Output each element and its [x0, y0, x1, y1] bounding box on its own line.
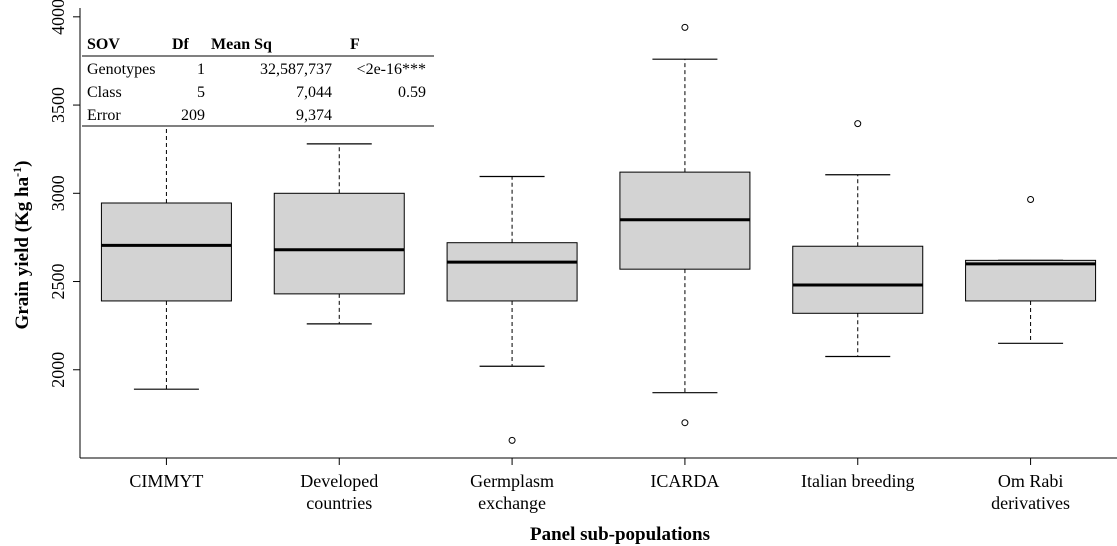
box-group — [965, 195, 1097, 344]
anova-cell: 0.59 — [398, 84, 426, 101]
y-tick-label: 3500 — [48, 87, 68, 123]
y-tick-label: 2000 — [48, 352, 68, 388]
anova-cell: 209 — [181, 107, 205, 124]
anova-header-cell: SOV — [87, 36, 120, 53]
x-tick-label: countries — [306, 493, 372, 513]
x-tick-label: derivatives — [991, 493, 1070, 513]
anova-cell: Genotypes — [87, 61, 155, 78]
box-group — [792, 120, 924, 358]
y-axis-title-main: Grain yield (Kg ha — [12, 176, 33, 329]
outlier-point — [1027, 195, 1035, 203]
anova-table: SOV Df Mean Sq F Genotypes 1 32,587,737 <2e-16*… — [82, 28, 434, 128]
box-group — [100, 122, 232, 390]
anova-table-background — [82, 28, 434, 128]
anova-cell: <2e-16*** — [357, 61, 426, 78]
box-iqr — [273, 192, 405, 295]
x-tick-label: ICARDA — [650, 471, 719, 491]
x-axis-title: Panel sub-populations — [530, 524, 710, 545]
outlier-point — [854, 120, 862, 128]
box-group — [273, 143, 405, 325]
outlier-point — [681, 419, 689, 427]
x-tick-label: Germplasm — [470, 471, 554, 491]
x-tick-label: CIMMYT — [129, 471, 203, 491]
y-tick-label: 3000 — [48, 175, 68, 211]
anova-cell: Error — [87, 107, 121, 124]
y-tick-label: 2500 — [48, 264, 68, 300]
anova-header-cell: F — [350, 36, 360, 53]
box-iqr — [965, 259, 1097, 302]
outlier-point — [681, 23, 689, 31]
anova-cell: 1 — [197, 61, 205, 78]
box-iqr — [792, 245, 924, 314]
plot-area — [100, 23, 1097, 444]
anova-cell: 7,044 — [296, 84, 332, 101]
x-tick-label: exchange — [478, 493, 546, 513]
box-iqr — [446, 242, 578, 302]
outlier-point — [508, 436, 516, 444]
anova-header-cell: Df — [172, 36, 190, 53]
y-tick-label: 4000 — [48, 0, 68, 35]
y-axis-title-superscript: -1 — [10, 167, 24, 177]
anova-cell: 9,374 — [296, 107, 332, 124]
axes: 2000 2500 3000 3500 4000 CIMMYT Developedcount… — [48, 0, 1117, 513]
x-tick-label: Om Rabi — [998, 471, 1064, 491]
anova-header-cell: Mean Sq — [211, 36, 272, 53]
anova-cell: Class — [87, 84, 122, 101]
y-axis-title-close: ) — [12, 161, 33, 167]
box-iqr — [100, 202, 232, 302]
box-group — [446, 175, 578, 444]
anova-cell: 32,587,737 — [260, 61, 332, 78]
x-tick-label: Developed — [300, 471, 378, 491]
box-group — [619, 23, 751, 427]
x-tick-label: Italian breeding — [801, 471, 914, 491]
y-axis-title: Grain yield (Kg ha-1) — [10, 161, 33, 330]
anova-cell: 5 — [197, 84, 205, 101]
